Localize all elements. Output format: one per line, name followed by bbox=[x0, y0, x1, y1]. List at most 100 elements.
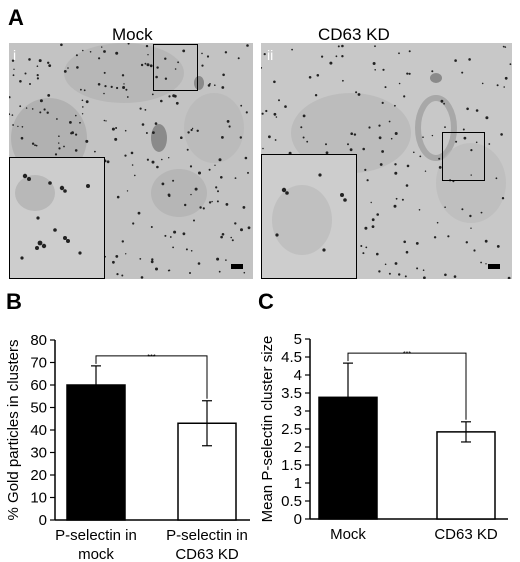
panel-letter-b: B bbox=[6, 289, 22, 314]
gold-particle bbox=[167, 193, 171, 197]
gold-particle bbox=[208, 201, 212, 204]
gold-particle bbox=[35, 144, 38, 147]
gold-particle bbox=[364, 168, 367, 171]
gold-particle bbox=[308, 76, 312, 79]
gold-particle bbox=[79, 121, 81, 124]
gold-particle bbox=[126, 190, 129, 192]
gold-particle bbox=[242, 206, 246, 209]
gold-particle bbox=[11, 114, 14, 116]
gold-particle bbox=[85, 100, 89, 104]
gold-particle bbox=[156, 66, 159, 69]
gold-particle bbox=[466, 107, 469, 111]
scale-bar-mock bbox=[231, 264, 243, 269]
panel-letter-a: A bbox=[8, 5, 24, 30]
gold-particle bbox=[169, 236, 172, 238]
gold-particle bbox=[475, 141, 478, 144]
gold-particle bbox=[58, 135, 60, 137]
gold-particle bbox=[144, 62, 147, 65]
gold-particle bbox=[141, 123, 145, 126]
gold-particle bbox=[81, 99, 84, 102]
gold-particle bbox=[174, 68, 177, 70]
gold-particle bbox=[152, 131, 155, 134]
gold-particle bbox=[325, 143, 327, 146]
gold-particle bbox=[443, 102, 445, 105]
gold-particle bbox=[185, 248, 188, 251]
gold-particle bbox=[124, 154, 127, 157]
gold-particle bbox=[475, 109, 479, 112]
y-tick-label: 0 bbox=[294, 511, 302, 528]
gold-particle bbox=[36, 65, 39, 67]
gold-particle bbox=[300, 126, 303, 129]
gold-particle bbox=[173, 230, 177, 234]
gold-particle bbox=[408, 72, 411, 75]
gold-particle bbox=[461, 208, 464, 211]
gold-particle bbox=[201, 64, 204, 67]
gold-particle bbox=[470, 227, 472, 229]
gold-particle bbox=[146, 158, 149, 161]
gold-particle bbox=[302, 114, 306, 118]
gold-particle bbox=[321, 55, 324, 58]
gold-particle bbox=[406, 72, 409, 75]
gold-particle bbox=[98, 57, 101, 60]
gold-particle bbox=[198, 171, 201, 175]
gold-particle bbox=[291, 48, 293, 51]
gold-particle bbox=[222, 73, 225, 77]
y-tick-label: 4 bbox=[294, 367, 302, 384]
mock-title: Mock bbox=[112, 25, 153, 44]
gold-particle bbox=[500, 133, 503, 136]
chart-b-bar-1 bbox=[66, 384, 126, 521]
gold-particle bbox=[245, 111, 248, 114]
gold-particle bbox=[34, 144, 36, 147]
gold-particle bbox=[172, 94, 176, 98]
gold-particle bbox=[342, 79, 344, 82]
gold-particle bbox=[111, 127, 115, 131]
y-tick-label: 0.5 bbox=[281, 493, 302, 510]
gold-particle bbox=[214, 164, 216, 166]
category-label: CD63 KD bbox=[175, 546, 239, 562]
gold-particle bbox=[416, 267, 419, 270]
gold-particle bbox=[184, 203, 187, 207]
y-tick-label: 60 bbox=[30, 377, 47, 394]
gold-particle bbox=[123, 83, 125, 85]
gold-particle bbox=[480, 211, 483, 214]
gold-particle bbox=[485, 116, 489, 120]
gold-particle bbox=[247, 226, 251, 230]
chart-c-bar-2 bbox=[436, 431, 496, 520]
gold-particle bbox=[103, 71, 106, 74]
gold-particle bbox=[9, 96, 11, 99]
gold-particle bbox=[150, 260, 154, 264]
gold-particle bbox=[211, 200, 213, 203]
gold-particle bbox=[495, 177, 498, 180]
y-tick-label: 40 bbox=[30, 422, 47, 439]
gold-particle bbox=[9, 113, 11, 116]
gold-particle bbox=[209, 83, 211, 85]
gold-particle bbox=[381, 101, 384, 104]
gold-particle bbox=[54, 153, 58, 156]
gold-particle bbox=[82, 49, 84, 52]
gold-particle bbox=[395, 197, 398, 200]
gold-particle bbox=[218, 158, 222, 162]
gold-particle bbox=[366, 179, 369, 182]
gold-particle bbox=[155, 75, 158, 79]
y-tick-label: 5 bbox=[294, 331, 302, 348]
y-tick-label: 50 bbox=[30, 400, 47, 417]
gold-particle bbox=[151, 93, 154, 96]
gold-particle bbox=[39, 111, 42, 114]
gold-particle bbox=[337, 45, 340, 48]
gold-particle bbox=[151, 160, 155, 164]
gold-particle bbox=[104, 85, 107, 88]
gold-particle bbox=[388, 272, 391, 275]
gold-particle bbox=[145, 132, 148, 134]
gold-particle bbox=[484, 239, 488, 243]
gold-particle bbox=[217, 190, 219, 193]
y-tick-label: 1 bbox=[294, 475, 302, 492]
gold-particle bbox=[175, 101, 179, 105]
gold-particle bbox=[36, 74, 39, 77]
gold-particle bbox=[202, 207, 205, 210]
gold-particle bbox=[480, 261, 482, 264]
gold-particle bbox=[172, 179, 175, 182]
gold-particle bbox=[225, 203, 229, 206]
gold-particle bbox=[234, 222, 237, 225]
zoom-box-mock bbox=[153, 44, 198, 91]
gold-particle bbox=[220, 235, 223, 239]
